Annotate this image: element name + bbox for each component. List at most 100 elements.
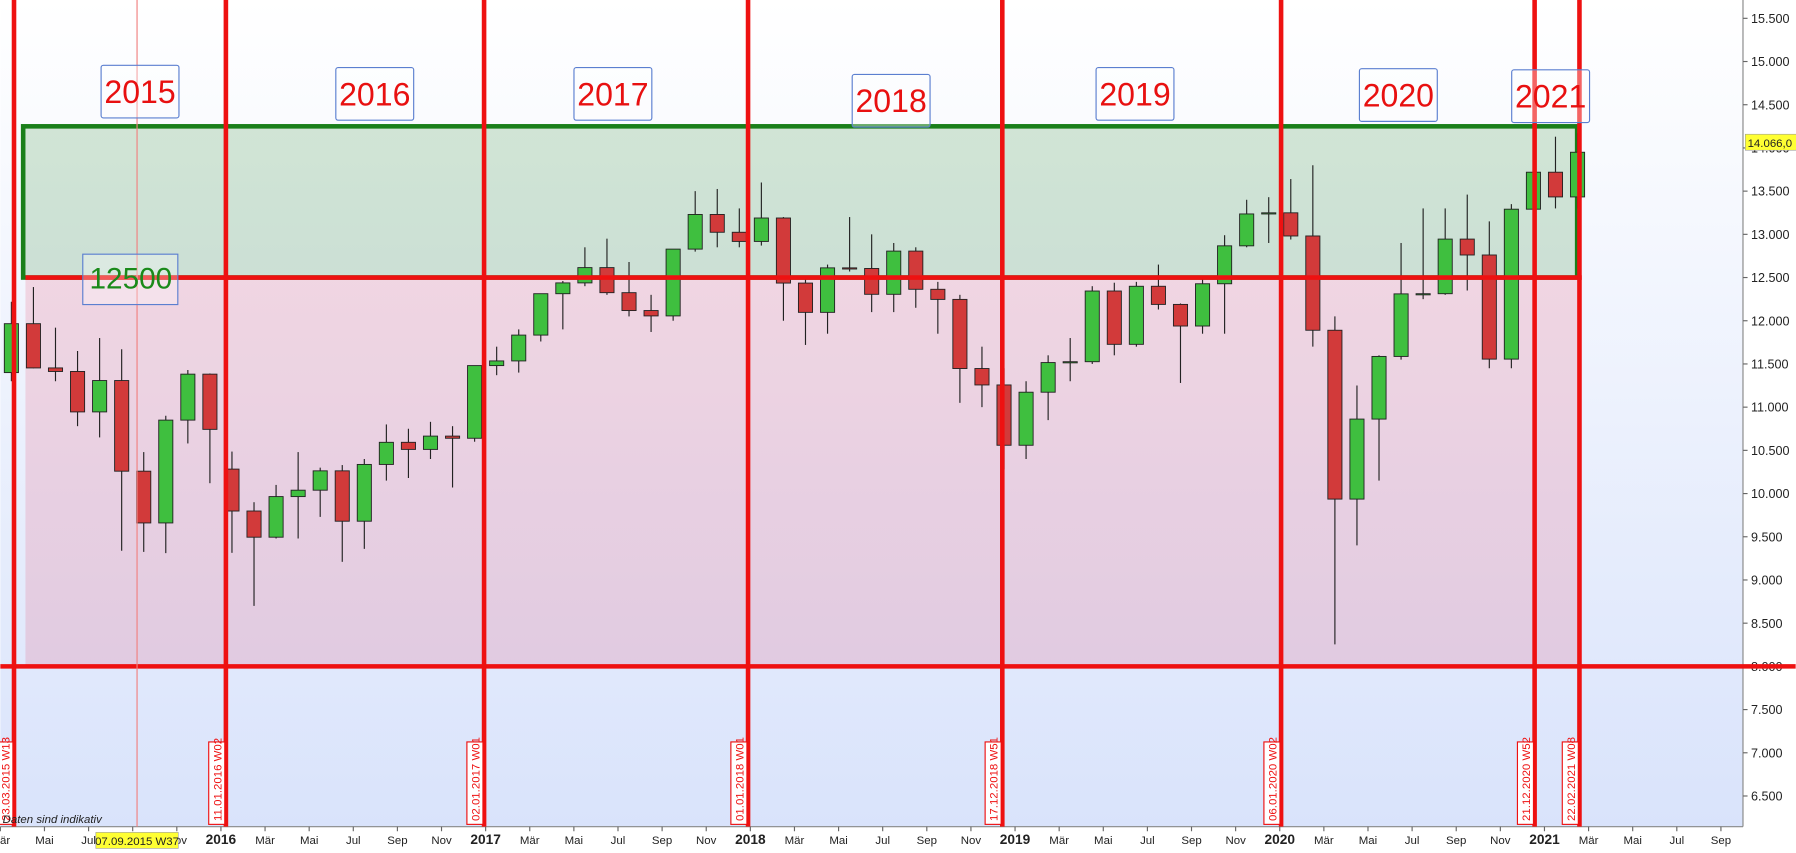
x-tick-label: Mär bbox=[1579, 835, 1599, 847]
candle-body bbox=[511, 334, 527, 362]
candle-body bbox=[1195, 283, 1211, 327]
x-tick-label: Mai bbox=[1094, 835, 1112, 847]
candle-body bbox=[1128, 285, 1144, 345]
date-label: 01.01.2018 W01 bbox=[730, 737, 748, 825]
date-label-box bbox=[1561, 741, 1579, 825]
candle-body bbox=[246, 510, 262, 538]
x-tick-label: Jul bbox=[1140, 835, 1155, 847]
y-tick-label: 13.000 bbox=[1751, 228, 1789, 242]
candle-body bbox=[114, 380, 130, 472]
x-tick-label: Sep bbox=[917, 835, 937, 847]
x-tick-label: Nov bbox=[1490, 835, 1511, 847]
date-label-box bbox=[208, 741, 226, 825]
x-tick-label: Sep bbox=[652, 835, 672, 847]
candle-body bbox=[1393, 293, 1409, 357]
candle-body bbox=[952, 298, 968, 369]
y-tick-label: 7.500 bbox=[1751, 703, 1782, 717]
y-tick-label: 13.500 bbox=[1751, 185, 1789, 199]
date-label-box bbox=[0, 741, 14, 825]
cursor-label: 07.09.2015 W37 bbox=[95, 836, 179, 848]
candle-body bbox=[974, 368, 990, 386]
x-tick-label: Jul bbox=[1669, 835, 1684, 847]
x-tick-label: 2019 bbox=[1000, 832, 1031, 847]
x-tick-label: Jul bbox=[81, 835, 96, 847]
candle-body bbox=[1217, 245, 1233, 285]
candle-body bbox=[775, 217, 791, 284]
y-tick-label: 15.500 bbox=[1751, 12, 1789, 26]
plot-background bbox=[0, 0, 1743, 827]
candle-body bbox=[334, 470, 350, 522]
date-label: 11.01.2016 W02 bbox=[208, 738, 226, 825]
date-label-box bbox=[1516, 741, 1535, 825]
candle-body bbox=[1106, 290, 1122, 345]
candle-body bbox=[665, 248, 681, 317]
y-tick-label: 11.000 bbox=[1751, 401, 1789, 415]
candle-body bbox=[422, 435, 439, 450]
last-price-box bbox=[1744, 133, 1796, 151]
candle-body bbox=[445, 435, 461, 439]
year-box bbox=[573, 66, 653, 121]
date-label-text: 11.01.2016 W02 bbox=[212, 738, 224, 821]
date-label: 22.02.2021 W08 bbox=[1561, 737, 1579, 825]
candle-body bbox=[842, 267, 858, 270]
y-tick-label: 15.000 bbox=[1751, 55, 1789, 69]
year-box bbox=[1511, 69, 1591, 124]
cursor-box bbox=[95, 832, 179, 849]
candle-body bbox=[1481, 254, 1497, 360]
candle-body bbox=[1084, 290, 1100, 363]
year-label: 2020 bbox=[1363, 77, 1434, 113]
candle-body bbox=[1040, 362, 1056, 393]
y-tick-label: 10.500 bbox=[1751, 444, 1789, 458]
candle-body bbox=[202, 373, 218, 430]
date-label-box bbox=[730, 741, 748, 825]
x-tick-label: Jul bbox=[875, 835, 890, 847]
x-tick-label: Nov bbox=[1225, 835, 1246, 847]
x-tick-label: Jul bbox=[1405, 835, 1420, 847]
year-box bbox=[1095, 66, 1175, 121]
y-tick-label: 6.500 bbox=[1751, 790, 1782, 804]
candle-body bbox=[820, 267, 836, 313]
x-tick-label: Sep bbox=[1181, 835, 1201, 847]
date-label-text: 17.12.2018 W51 bbox=[989, 737, 1001, 821]
x-tick-label: Sep bbox=[387, 835, 407, 847]
x-tick-label: Mai bbox=[1359, 835, 1377, 847]
x-tick-label: Mai bbox=[829, 835, 847, 847]
candle-body bbox=[1437, 238, 1453, 295]
x-tick-label: Nov bbox=[431, 835, 452, 847]
candle-body bbox=[1371, 355, 1387, 420]
x-tick-label: 2021 bbox=[1529, 832, 1560, 847]
y-tick-label: 12.500 bbox=[1751, 271, 1789, 285]
date-label: 21.12.2020 W52 bbox=[1516, 737, 1535, 825]
date-label-box bbox=[1263, 741, 1281, 825]
candle-body bbox=[753, 217, 769, 242]
candle-body bbox=[268, 496, 284, 538]
date-label-box bbox=[984, 741, 1002, 825]
year-label: 2019 bbox=[1099, 76, 1170, 112]
candle-body bbox=[864, 268, 880, 295]
candle-body bbox=[1283, 212, 1299, 237]
candle-body bbox=[312, 470, 328, 491]
date-label: 23.03.2015 W13 bbox=[0, 737, 14, 825]
candle-body bbox=[621, 292, 637, 312]
candle-body bbox=[533, 293, 549, 336]
year-label: 2021 bbox=[1515, 79, 1586, 115]
candle-body bbox=[467, 365, 483, 439]
x-tick-label: Mai bbox=[1623, 835, 1641, 847]
candle-body bbox=[400, 441, 416, 450]
candle-body bbox=[1459, 238, 1475, 256]
candle-body bbox=[908, 250, 924, 290]
level-label: 12500 bbox=[90, 263, 173, 296]
range-zone bbox=[25, 277, 1582, 667]
year-box bbox=[335, 66, 415, 121]
candle-body bbox=[555, 282, 571, 295]
candle-body bbox=[158, 419, 174, 524]
candle-body bbox=[180, 373, 196, 421]
year-box bbox=[851, 73, 931, 128]
x-tick-label: Mai bbox=[300, 835, 318, 847]
x-tick-label: Jul bbox=[346, 835, 361, 847]
candle-body bbox=[136, 470, 152, 524]
x-tick-label: Mai bbox=[565, 835, 583, 847]
candle-body bbox=[1150, 285, 1166, 305]
x-tick-label: Mär bbox=[0, 835, 10, 847]
